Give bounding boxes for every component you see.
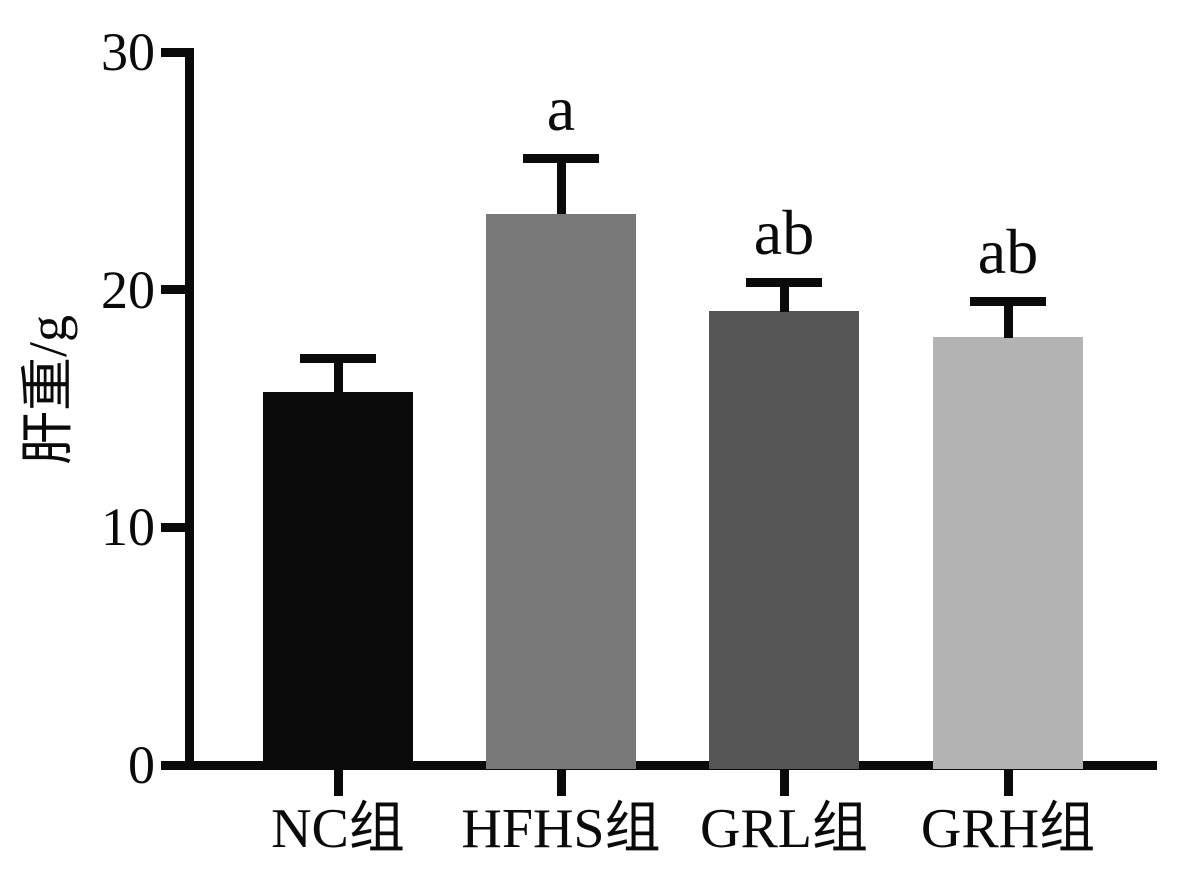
bar-HFHS组 — [486, 214, 636, 769]
x-axis-label-GRH组: GRH组 — [920, 798, 1096, 860]
bar-GRH组 — [933, 337, 1083, 769]
error-whisker — [780, 283, 789, 312]
y-tick — [161, 761, 185, 770]
y-tick-label: 0 — [128, 735, 155, 795]
y-tick-label: 20 — [101, 260, 155, 320]
error-cap — [746, 278, 822, 287]
x-tick — [334, 770, 343, 796]
y-axis-line — [185, 48, 194, 770]
x-axis-label-GRL组: GRL组 — [700, 798, 868, 860]
error-cap — [300, 354, 376, 363]
significance-label: ab — [753, 197, 815, 268]
x-tick — [1004, 770, 1013, 796]
x-tick — [557, 770, 566, 796]
y-tick-label: 30 — [101, 22, 155, 82]
x-axis-label-NC组: NC组 — [271, 798, 405, 860]
y-tick — [161, 523, 185, 532]
error-whisker — [334, 359, 343, 392]
significance-label: a — [546, 73, 576, 144]
significance-label: ab — [977, 216, 1039, 287]
error-cap — [970, 297, 1046, 306]
y-tick — [161, 48, 185, 57]
error-whisker — [1004, 302, 1013, 338]
x-tick — [780, 770, 789, 796]
y-tick-label: 10 — [101, 497, 155, 557]
bar-NC组 — [263, 392, 413, 769]
x-axis-line — [161, 761, 1157, 770]
error-whisker — [557, 159, 566, 214]
bar-GRL组 — [709, 311, 859, 769]
error-cap — [523, 154, 599, 163]
x-axis-label-HFHS组: HFHS组 — [461, 798, 661, 860]
y-tick — [161, 285, 185, 294]
